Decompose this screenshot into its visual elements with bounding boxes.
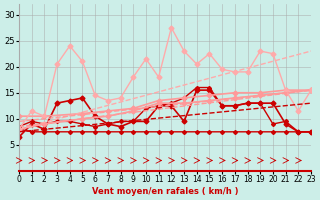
X-axis label: Vent moyen/en rafales ( km/h ): Vent moyen/en rafales ( km/h ) bbox=[92, 187, 238, 196]
